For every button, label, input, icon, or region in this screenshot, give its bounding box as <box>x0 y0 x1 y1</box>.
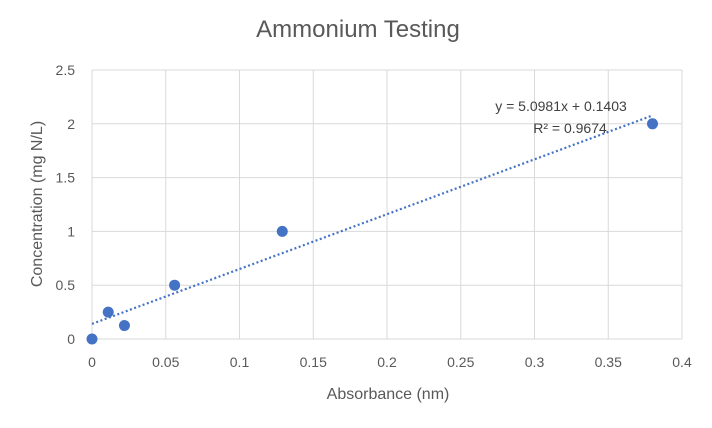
x-axis-ticks: 0 0.05 0.1 0.15 0.2 0.25 0.3 0.35 0.4 <box>88 354 692 370</box>
x-tick-label: 0.15 <box>300 354 327 370</box>
chart-title: Ammonium Testing <box>256 16 460 43</box>
x-tick-label: 0.35 <box>595 354 622 370</box>
data-point <box>118 320 130 332</box>
data-point <box>647 118 658 130</box>
trendline-r-squared: R² = 0.9674 <box>533 120 607 136</box>
data-point <box>276 225 288 237</box>
x-tick-label: 0.1 <box>230 354 250 370</box>
x-tick-label: 0.2 <box>377 354 397 370</box>
data-point <box>86 333 98 345</box>
trendline <box>91 114 653 325</box>
trendline-group <box>91 114 653 325</box>
y-tick-label: 2 <box>67 116 75 132</box>
gridlines <box>91 69 683 340</box>
x-axis-title: Absorbance (nm) <box>327 386 450 403</box>
x-tick-label: 0.3 <box>525 354 545 370</box>
y-axis-ticks: 0 0.5 1 1.5 2 2.5 <box>56 62 76 347</box>
data-point <box>169 279 181 291</box>
y-tick-label: 2.5 <box>56 62 76 78</box>
data-points <box>86 118 658 345</box>
x-tick-label: 0 <box>88 354 96 370</box>
y-tick-label: 0.5 <box>56 277 76 293</box>
data-point <box>102 306 114 318</box>
y-tick-label: 1 <box>67 223 75 239</box>
y-tick-label: 0 <box>67 331 75 347</box>
y-tick-label: 1.5 <box>56 170 76 186</box>
trendline-equation: y = 5.0981x + 0.1403 <box>495 98 627 114</box>
x-tick-label: 0.25 <box>447 354 474 370</box>
x-tick-label: 0.4 <box>672 354 692 370</box>
y-axis-title: Concentration (mg N/L) <box>29 121 46 287</box>
x-tick-label: 0.05 <box>152 354 179 370</box>
